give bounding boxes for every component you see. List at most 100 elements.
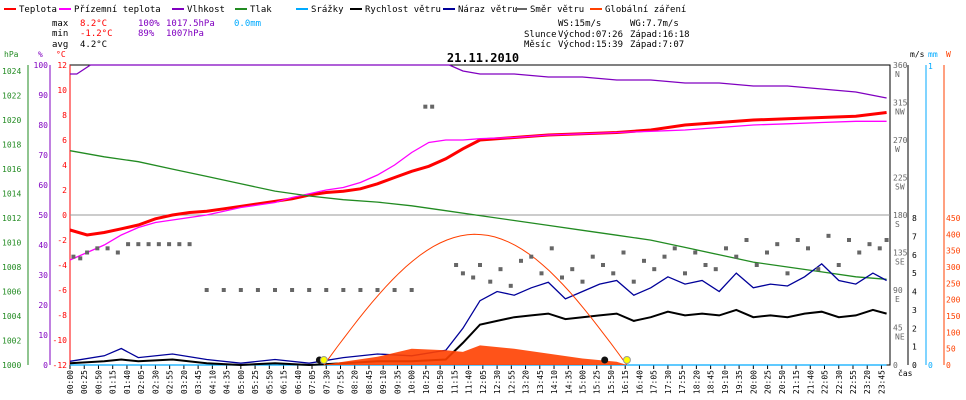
direction-label-5: SE: [895, 258, 905, 267]
info-wg: WG:7.7m/s: [630, 19, 679, 29]
pressure-tick-10: 1004: [2, 312, 21, 321]
direction-point-70: [877, 246, 882, 251]
direction-point-12: [187, 242, 192, 247]
direction-point-59: [765, 250, 769, 255]
x-tick-31: 12:55: [507, 370, 516, 394]
direction-point-61: [785, 271, 790, 276]
legend-label-4: Srážky: [311, 5, 344, 15]
x-tick-13: 05:25: [251, 370, 260, 394]
humidity-tick-9: 10: [38, 331, 48, 340]
legend: Teplota Přízemní teplota Vlhkost Tlak Srážky…: [4, 5, 686, 15]
info-ws: WS:15m/s: [558, 19, 601, 29]
x-tick-39: 16:15: [621, 370, 630, 394]
direction-point-29: [460, 271, 465, 276]
direction-tick-8: 0: [893, 361, 898, 370]
legend-label-0: Teplota: [19, 5, 57, 15]
pressure-unit: hPa: [4, 50, 19, 59]
info-sun-rise: Východ:07:26: [558, 30, 623, 40]
series-0: [69, 111, 887, 237]
stat-pressure-min: 1007hPa: [166, 29, 204, 39]
direction-point-5: [115, 250, 120, 255]
humidity-tick-1: 90: [38, 91, 48, 100]
direction-label-3: SW: [895, 183, 905, 192]
wind-tick-8: 0: [912, 361, 917, 370]
info-moon-set: Západ:7:07: [630, 40, 684, 50]
direction-point-60: [775, 242, 780, 247]
info-moon-rise: Východ:15:39: [558, 40, 623, 50]
radiation-tick-7: 100: [946, 328, 961, 337]
radiation-tick-6: 150: [946, 312, 961, 321]
direction-label-7: NE: [895, 333, 905, 342]
direction-point-43: [601, 263, 605, 267]
direction-point-71: [884, 238, 889, 242]
x-tick-10: 04:10: [208, 370, 217, 394]
legend-label-6: Náraz větru: [458, 5, 518, 15]
x-tick-5: 02:05: [137, 370, 146, 394]
series-5: [69, 308, 887, 367]
direction-point-53: [703, 263, 708, 267]
direction-tick-2: 270: [893, 136, 908, 145]
direction-point-50: [672, 246, 677, 251]
direction-point-17: [273, 288, 277, 292]
x-tick-37: 15:25: [593, 370, 602, 394]
wind-tick-4: 4: [912, 288, 917, 297]
pressure-tick-9: 1006: [2, 288, 21, 297]
temperature-tick-9: -6: [57, 286, 67, 295]
direction-point-2: [85, 250, 90, 255]
humidity-tick-8: 20: [38, 301, 48, 310]
humidity-unit: %: [38, 50, 43, 59]
stat-temp-avg: 4.2°C: [80, 40, 107, 50]
humidity-tick-0: 100: [34, 61, 49, 70]
direction-point-22: [358, 288, 363, 292]
pressure-tick-3: 1018: [2, 141, 21, 150]
direction-point-34: [508, 283, 513, 288]
direction-label-6: E: [895, 295, 900, 304]
pressure-tick-5: 1014: [2, 190, 21, 199]
radiation-tick-9: 0: [946, 361, 951, 370]
direction-tick-7: 45: [893, 324, 903, 333]
direction-point-27: [430, 104, 435, 109]
series-6: [69, 263, 887, 364]
pressure-tick-8: 1008: [2, 263, 21, 272]
x-tick-18: 07:30: [322, 370, 331, 394]
temperature-tick-1: 10: [57, 86, 67, 95]
direction-label-4: S: [895, 220, 900, 229]
x-tick-26: 10:50: [436, 370, 445, 394]
direction-point-62: [795, 238, 800, 242]
info-moon-label: Měsíc: [524, 40, 551, 50]
humidity-tick-7: 30: [38, 271, 48, 280]
x-tick-52: 21:40: [806, 370, 815, 394]
x-tick-38: 15:50: [607, 370, 616, 394]
direction-tick-4: 180: [893, 211, 908, 220]
sunrise-marker: [319, 356, 328, 364]
x-tick-6: 02:30: [151, 370, 160, 394]
x-tick-15: 06:15: [280, 370, 289, 394]
direction-point-67: [847, 238, 851, 242]
sun-moon-info: WS:15m/s WG:7.7m/s Slunce Východ:07:26 Z…: [524, 19, 690, 50]
wind-tick-5: 3: [912, 306, 917, 315]
legend-label-3: Tlak: [250, 5, 272, 15]
radiation-tick-2: 350: [946, 247, 961, 256]
x-tick-21: 08:45: [365, 370, 374, 394]
stat-humidity-min: 89%: [138, 29, 155, 39]
x-tick-20: 08:20: [351, 370, 360, 394]
legend-label-7: Směr větru: [530, 5, 584, 15]
direction-point-35: [519, 258, 523, 263]
direction-point-40: [570, 267, 575, 272]
pressure-tick-1: 1022: [2, 92, 21, 101]
series-7-area: [70, 345, 887, 365]
wind-unit: m/s: [910, 50, 925, 59]
radiation-tick-1: 400: [946, 230, 961, 239]
direction-point-1: [78, 256, 83, 261]
x-tick-33: 13:45: [536, 370, 545, 394]
temperature-tick-3: 6: [62, 136, 67, 145]
direction-label-1: NW: [895, 108, 905, 117]
direction-point-26: [423, 104, 428, 109]
direction-point-38: [549, 246, 554, 251]
direction-point-7: [136, 242, 141, 247]
temperature-tick-6: 0: [62, 211, 67, 220]
direction-point-21: [341, 288, 346, 292]
plot-area: [69, 64, 889, 367]
temperature-tick-5: 2: [62, 186, 67, 195]
